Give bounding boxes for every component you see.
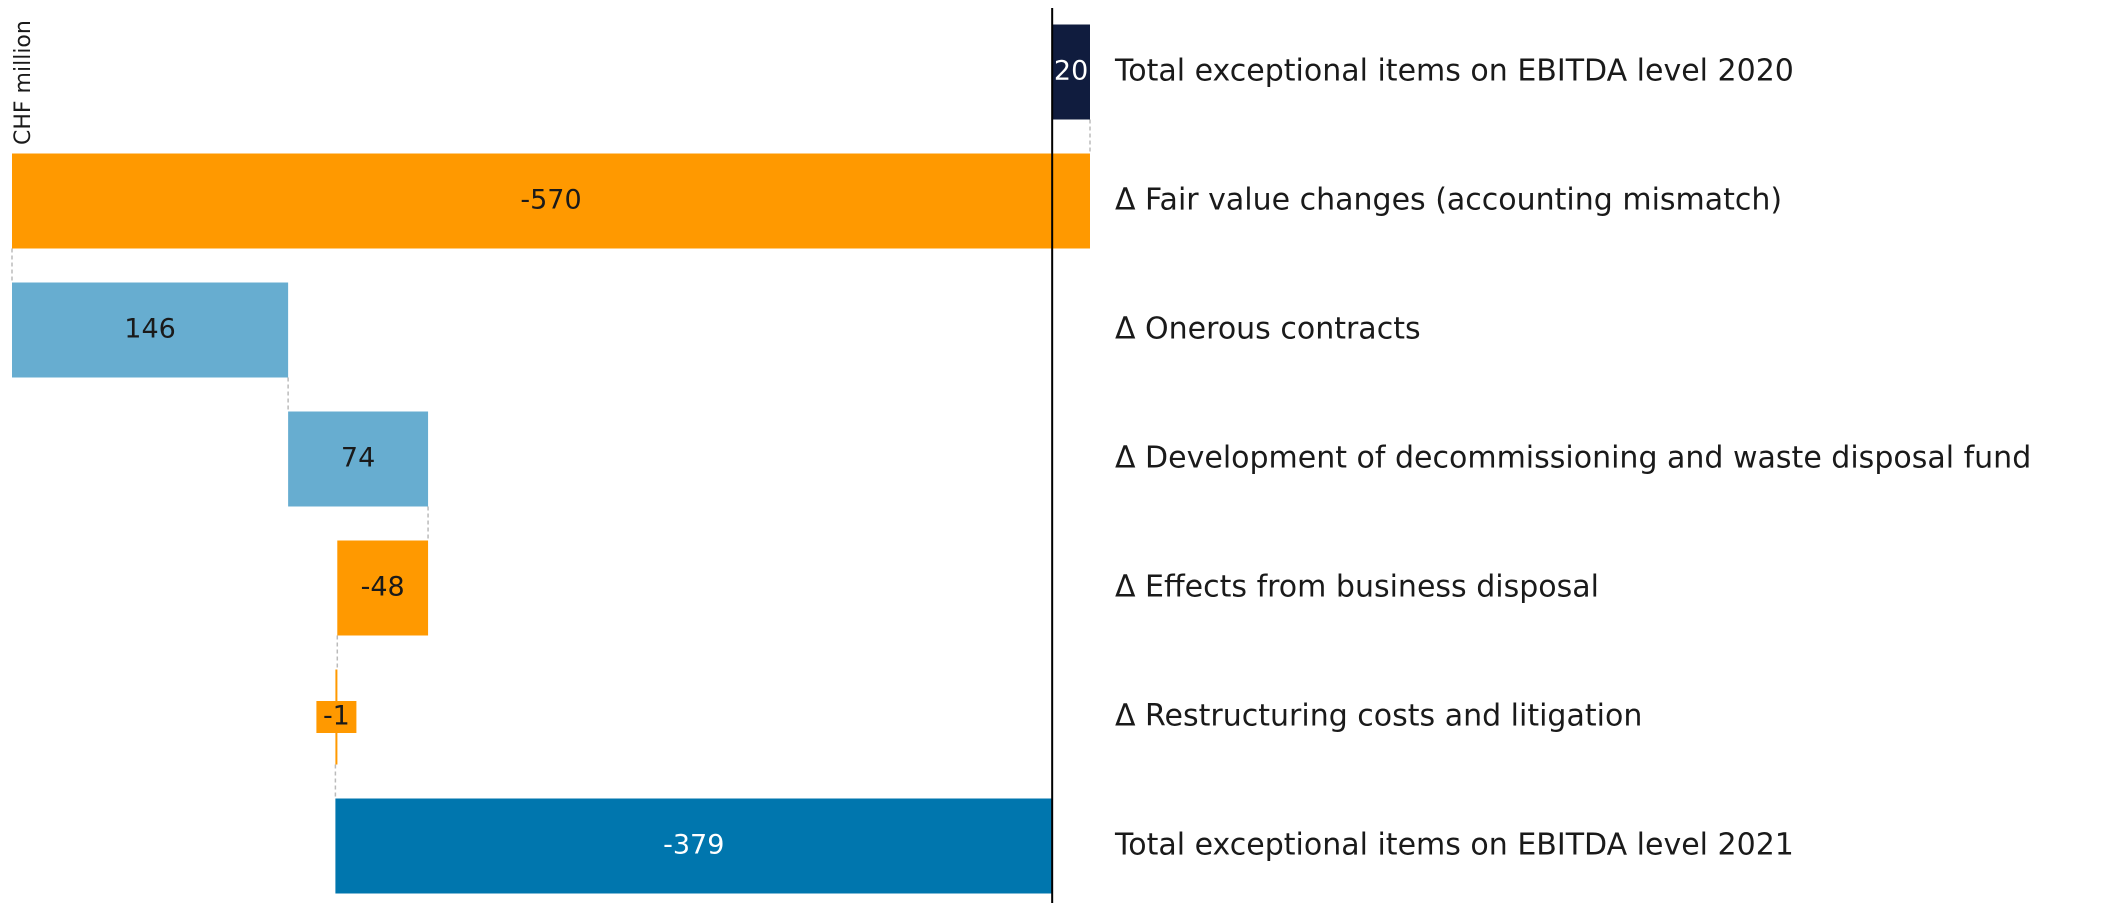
category-label: Δ Development of decommissioning and was… bbox=[1115, 441, 2031, 476]
bar bbox=[1052, 24, 1090, 120]
bar bbox=[288, 411, 429, 507]
bar bbox=[337, 540, 429, 636]
value-label: -570 bbox=[520, 185, 581, 216]
bar bbox=[12, 153, 1090, 249]
value-label: 20 bbox=[1054, 56, 1088, 87]
category-label: Δ Restructuring costs and litigation bbox=[1115, 699, 1642, 734]
bar bbox=[12, 282, 289, 378]
bar bbox=[335, 798, 1053, 894]
value-label: 74 bbox=[341, 443, 375, 474]
category-label: Total exceptional items on EBITDA level … bbox=[1114, 54, 1794, 89]
axis-label: CHF million bbox=[11, 20, 36, 145]
category-label: Δ Onerous contracts bbox=[1115, 312, 1421, 347]
value-label: 146 bbox=[124, 314, 176, 345]
value-label: -379 bbox=[663, 830, 724, 861]
category-label: Δ Effects from business disposal bbox=[1115, 570, 1599, 605]
value-label-bg bbox=[316, 701, 357, 733]
value-label: -48 bbox=[361, 572, 405, 603]
category-label: Total exceptional items on EBITDA level … bbox=[1114, 828, 1794, 863]
category-label: Δ Fair value changes (accounting mismatc… bbox=[1115, 183, 1782, 218]
value-label: -1 bbox=[323, 701, 350, 732]
